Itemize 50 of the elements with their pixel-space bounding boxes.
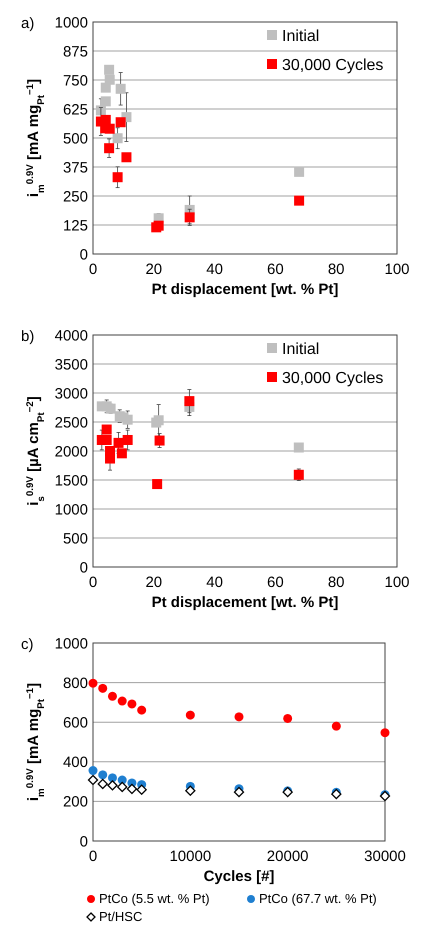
y-tick-label: 200 — [62, 794, 88, 811]
legend-label: 30,000 Cycles — [282, 57, 384, 74]
x-tick-label: 60 — [267, 261, 284, 278]
x-tick-label: 80 — [328, 574, 345, 591]
x-tick-label: 30000 — [364, 848, 406, 865]
x-tick-label: 20 — [145, 261, 162, 278]
y-tick-label: 1000 — [54, 501, 88, 518]
x-tick-label: 100 — [384, 574, 410, 591]
y-tick-label: 250 — [62, 188, 88, 206]
y-tick-label: 1000 — [54, 635, 88, 652]
x-tick-label: 20000 — [266, 848, 309, 865]
y-tick-label: 1000 — [54, 14, 88, 32]
x-axis-title: Pt displacement [wt. % Pt] — [152, 594, 338, 611]
y-tick-label: 600 — [62, 714, 88, 732]
x-tick-label: 60 — [267, 574, 284, 591]
legend-label: Pt/HSC — [99, 909, 142, 924]
y-tick-label: 875 — [62, 43, 88, 60]
legend-label: Initial — [282, 341, 320, 358]
x-tick-label: 40 — [206, 574, 223, 591]
legend-label: PtCo (5.5 wt. % Pt) — [99, 891, 210, 906]
chart-title: a) — [21, 15, 34, 32]
y-tick-label: 0 — [80, 833, 88, 850]
y-tick-label: 3500 — [54, 356, 88, 374]
x-tick-label: 80 — [328, 261, 345, 278]
y-tick-label: 0 — [80, 559, 88, 576]
y-tick-label: 400 — [62, 754, 88, 772]
legend-label: Initial — [282, 28, 320, 45]
x-tick-label: 100 — [384, 261, 410, 278]
y-tick-label: 3000 — [54, 385, 88, 402]
y-tick-label: 2000 — [54, 443, 88, 460]
y-tick-label: 1500 — [54, 472, 88, 490]
chart-title: b) — [21, 328, 34, 345]
legend-label: 30,000 Cycles — [282, 370, 384, 387]
y-tick-label: 375 — [62, 159, 88, 176]
chart-title: c) — [21, 636, 34, 653]
x-tick-label: 10000 — [169, 848, 212, 865]
y-tick-label: 0 — [80, 246, 88, 264]
x-tick-label: 40 — [206, 261, 223, 278]
y-tick-label: 500 — [62, 130, 88, 148]
y-tick-label: 125 — [62, 217, 88, 234]
y-tick-label: 2500 — [54, 414, 88, 432]
x-axis-title: Cycles [#] — [204, 868, 274, 885]
y-tick-label: 800 — [62, 674, 88, 692]
y-tick-label: 500 — [62, 530, 88, 548]
legend-label: PtCo (67.7 wt. % Pt) — [259, 891, 377, 906]
x-tick-label: 20 — [145, 574, 162, 591]
x-axis-title: Pt displacement [wt. % Pt] — [152, 281, 338, 298]
y-tick-label: 750 — [62, 72, 88, 90]
y-tick-label: 625 — [62, 101, 88, 118]
y-tick-label: 4000 — [54, 327, 88, 344]
